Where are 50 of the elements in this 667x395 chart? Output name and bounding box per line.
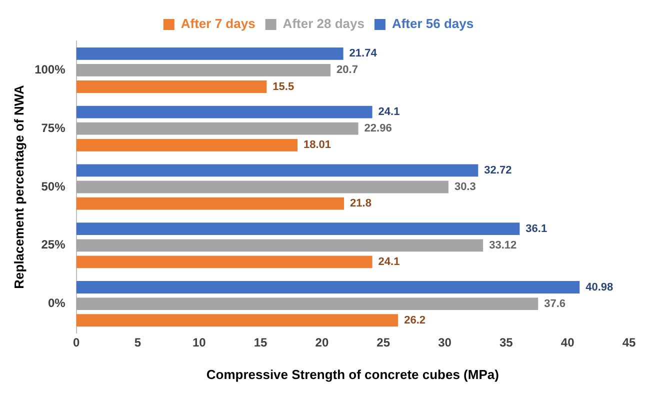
- x-tick-label: 35: [499, 336, 514, 350]
- legend-label: After 7 days: [180, 16, 256, 32]
- x-tick-label: 45: [622, 336, 636, 350]
- legend-label: After 28 days: [282, 16, 364, 32]
- y-tick-label: 75%: [41, 120, 66, 135]
- data-label: 37.6: [544, 298, 566, 310]
- bar: [76, 314, 398, 327]
- data-label: 21.74: [349, 48, 378, 60]
- data-label: 24.1: [378, 256, 400, 268]
- data-label: 26.2: [404, 314, 426, 326]
- x-axis-title: Compressive Strength of concrete cubes (MPa): [206, 366, 499, 382]
- bar: [76, 222, 520, 236]
- data-label: 40.98: [586, 281, 614, 294]
- y-tick-label: 0%: [48, 296, 66, 310]
- bar: [76, 197, 344, 210]
- bar: [76, 138, 298, 152]
- data-label: 21.8: [350, 198, 372, 210]
- bar: [76, 122, 358, 135]
- data-label: 36.1: [526, 222, 548, 235]
- bar: [76, 80, 267, 93]
- x-tick-label: 30: [438, 336, 452, 350]
- bar: [76, 47, 344, 60]
- data-label: 30.3: [454, 181, 476, 194]
- bar: [76, 239, 484, 252]
- bar: [76, 180, 448, 194]
- x-tick-label: 10: [192, 336, 206, 350]
- y-tick-label: 50%: [41, 179, 66, 194]
- bar: [76, 164, 478, 177]
- y-tick-label: 25%: [41, 238, 66, 252]
- y-tick-label: 100%: [34, 62, 66, 77]
- x-tick-label: 20: [315, 336, 329, 350]
- y-axis-title: Replacement percentage of NWA: [11, 84, 26, 289]
- bar: [76, 281, 580, 294]
- bar: [76, 298, 538, 310]
- data-label: 18.01: [304, 139, 332, 152]
- x-tick-label: 5: [134, 336, 142, 350]
- legend-label: After 56 days: [392, 16, 474, 32]
- bar: [76, 256, 372, 268]
- data-label: 15.5: [272, 80, 294, 93]
- data-label: 24.1: [378, 106, 400, 118]
- x-tick-label: 0: [72, 336, 80, 350]
- x-tick-label: 25: [376, 336, 390, 350]
- data-label: 20.7: [336, 64, 358, 76]
- data-label: 33.12: [489, 239, 517, 252]
- bar: [76, 64, 331, 76]
- data-label: 22.96: [364, 122, 392, 135]
- x-tick-label: 40: [560, 336, 575, 350]
- bar: [76, 106, 372, 118]
- x-tick-label: 15: [254, 336, 268, 350]
- data-label: 32.72: [484, 164, 512, 176]
